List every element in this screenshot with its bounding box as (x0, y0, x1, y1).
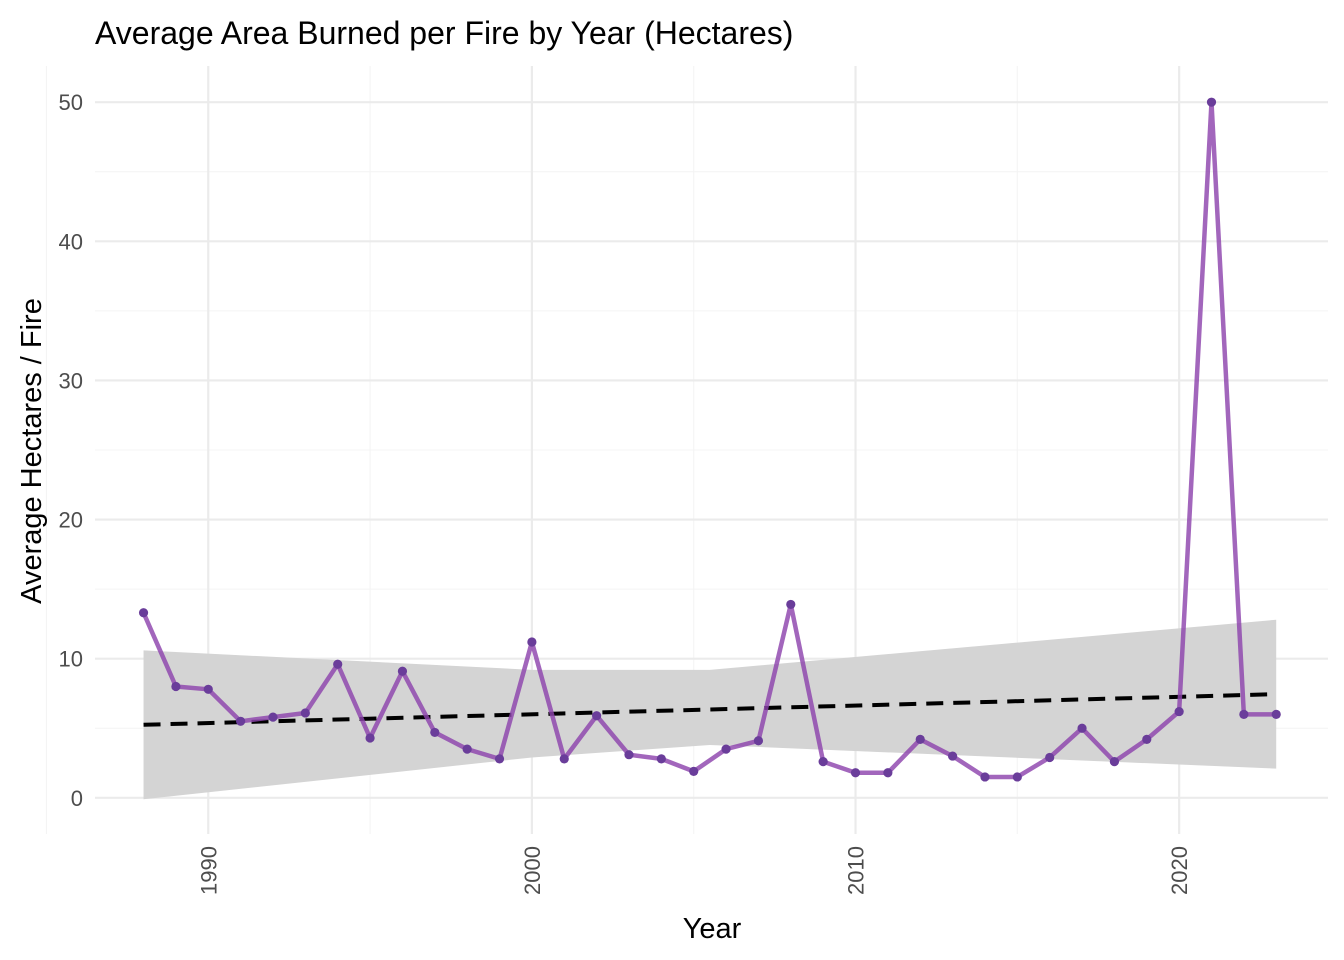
data-point (592, 711, 602, 721)
confidence-band (143, 619, 1277, 800)
data-point (1239, 709, 1249, 719)
confidence-band-layer (143, 619, 1277, 800)
data-point (753, 736, 764, 746)
y-tick-label: 20 (59, 508, 83, 533)
data-point (624, 750, 634, 760)
data-point (527, 637, 537, 647)
data-point (1206, 97, 1217, 107)
data-point (1174, 706, 1184, 717)
data-point (1077, 723, 1087, 733)
data-point (203, 684, 213, 694)
x-axis-ticks: 1990 2000 2010 2020 (196, 846, 1192, 895)
data-point (494, 754, 505, 764)
data-point (1109, 757, 1120, 767)
data-point (1271, 709, 1281, 719)
y-tick-label: 10 (59, 647, 83, 672)
data-point (721, 744, 731, 754)
data-point (365, 733, 375, 743)
data-point (656, 754, 666, 764)
data-point (397, 666, 408, 676)
x-tick-label: 2020 (1167, 846, 1192, 895)
data-point (818, 757, 828, 767)
data-point (883, 768, 893, 778)
y-tick-label: 0 (71, 786, 83, 811)
y-tick-label: 30 (59, 368, 83, 393)
data-point (333, 659, 343, 669)
x-tick-label: 2010 (844, 846, 869, 895)
x-tick-label: 2000 (520, 846, 545, 895)
data-point (236, 716, 246, 726)
data-point (1012, 772, 1022, 782)
data-point (786, 599, 796, 610)
series-layer (138, 97, 1281, 782)
data-point (138, 608, 149, 618)
data-point (850, 768, 861, 778)
data-point (947, 751, 958, 761)
data-point (430, 727, 440, 738)
data-point (462, 744, 472, 754)
y-axis-title: Average Hectares / Fire (16, 298, 48, 604)
y-axis-ticks: 0 10 20 30 40 50 (59, 90, 83, 811)
data-point (268, 712, 278, 722)
chart-title: Average Area Burned per Fire by Year (He… (95, 15, 793, 51)
series-line (141, 99, 1279, 780)
data-point (689, 766, 699, 776)
data-point (559, 754, 569, 764)
x-tick-label: 1990 (196, 846, 221, 895)
data-point (300, 708, 310, 718)
data-point (1045, 752, 1055, 763)
y-tick-label: 50 (59, 90, 83, 115)
data-point (1142, 734, 1152, 744)
data-point (980, 772, 990, 782)
x-axis-title: Year (683, 913, 742, 945)
data-point (171, 681, 181, 692)
data-point (915, 734, 925, 744)
y-tick-label: 40 (59, 229, 83, 254)
